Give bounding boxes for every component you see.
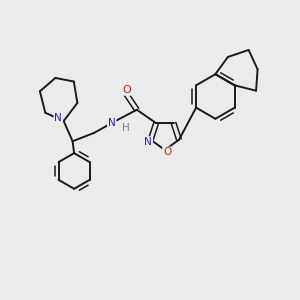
Text: H: H [122,124,130,134]
Text: N: N [55,113,62,123]
Text: N: N [145,137,152,147]
Text: O: O [163,147,171,158]
Text: O: O [122,85,131,95]
Text: N: N [108,118,116,128]
